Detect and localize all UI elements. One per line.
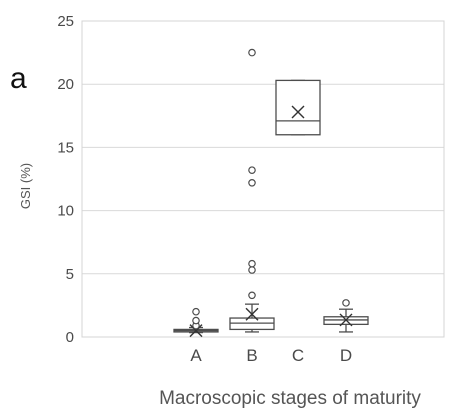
plot-frame <box>81 20 445 338</box>
x-category-label-C: C <box>292 346 304 365</box>
y-tick-label-5: 5 <box>66 266 74 283</box>
outlier-B-2 <box>248 259 256 268</box>
box-C <box>275 79 321 136</box>
y-tick-label-20: 20 <box>57 76 74 93</box>
y-tick-label-25: 25 <box>57 13 74 30</box>
outlier-A-1 <box>192 316 200 325</box>
x-category-label-B: B <box>246 346 257 365</box>
y-tick-labels: 0 5 10 15 20 25 <box>57 13 74 346</box>
box-B <box>229 48 275 333</box>
outlier-D-0 <box>342 299 350 307</box>
outlier-A-2 <box>192 307 200 316</box>
x-category-labels: A B C D <box>190 346 352 365</box>
y-tick-label-15: 15 <box>57 139 74 156</box>
box-D <box>323 299 369 333</box>
outlier-B-1 <box>248 266 256 274</box>
outlier-B-5 <box>248 48 256 57</box>
box-iqr-C <box>275 79 321 136</box>
x-axis-title: Macroscopic stages of maturity <box>159 388 421 409</box>
mean-marker-D <box>339 313 353 327</box>
mean-marker-B <box>245 307 259 321</box>
mean-marker-C <box>291 105 305 119</box>
y-tick-label-0: 0 <box>66 329 74 346</box>
outlier-B-3 <box>248 178 256 187</box>
y-tick-label-10: 10 <box>57 203 74 220</box>
x-category-label-D: D <box>340 346 352 365</box>
mean-marker-A <box>189 324 203 338</box>
panel-label: a <box>10 62 27 95</box>
y-axis-title: GSI (%) <box>18 163 33 209</box>
x-category-label-A: A <box>190 346 202 365</box>
outlier-B-4 <box>248 166 256 174</box>
gridlines <box>82 83 444 275</box>
box-series <box>173 48 369 338</box>
box-A <box>173 307 219 338</box>
outlier-B-0 <box>248 291 256 300</box>
